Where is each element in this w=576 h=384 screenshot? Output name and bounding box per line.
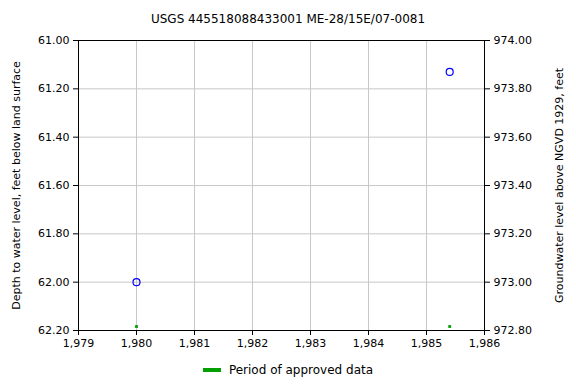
svg-text:973.60: 973.60 (494, 131, 533, 144)
svg-text:973.40: 973.40 (494, 179, 533, 192)
svg-text:62.00: 62.00 (38, 276, 70, 289)
html-text:USGS 445518088433001 ME-28/15E: USGS 445518088433001 ME-28/15E/07-0081 (151, 12, 425, 26)
svg-text:61.00: 61.00 (38, 34, 70, 47)
svg-text:Depth to water level, feet bel: Depth to water level, feet below land su… (10, 61, 23, 310)
svg-text:973.00: 973.00 (494, 276, 533, 289)
svg-text:973.20: 973.20 (494, 227, 533, 240)
svg-text:61.20: 61.20 (38, 82, 70, 95)
svg-text:61.40: 61.40 (38, 131, 70, 144)
svg-text:974.00: 974.00 (494, 34, 533, 47)
svg-text:1,982: 1,982 (237, 337, 269, 350)
svg-text:61.60: 61.60 (38, 179, 70, 192)
svg-text:62.20: 62.20 (38, 324, 70, 337)
svg-text:1,986: 1,986 (469, 337, 501, 350)
svg-text:1,979: 1,979 (63, 337, 95, 350)
svg-text:1,984: 1,984 (353, 337, 385, 350)
svg-text:972.80: 972.80 (494, 324, 533, 337)
html-text:Period of approved data: Period of approved data (228, 362, 374, 377)
svg-text:1,983: 1,983 (295, 337, 327, 350)
svg-text:Groundwater level above NGVD 1: Groundwater level above NGVD 1929, feet (553, 67, 566, 303)
svg-text:1,985: 1,985 (411, 337, 443, 350)
svg-text:973.80: 973.80 (494, 82, 533, 95)
svg-text:1,981: 1,981 (179, 337, 211, 350)
svg-text:1,980: 1,980 (121, 337, 153, 350)
svg-text:61.80: 61.80 (38, 227, 70, 240)
